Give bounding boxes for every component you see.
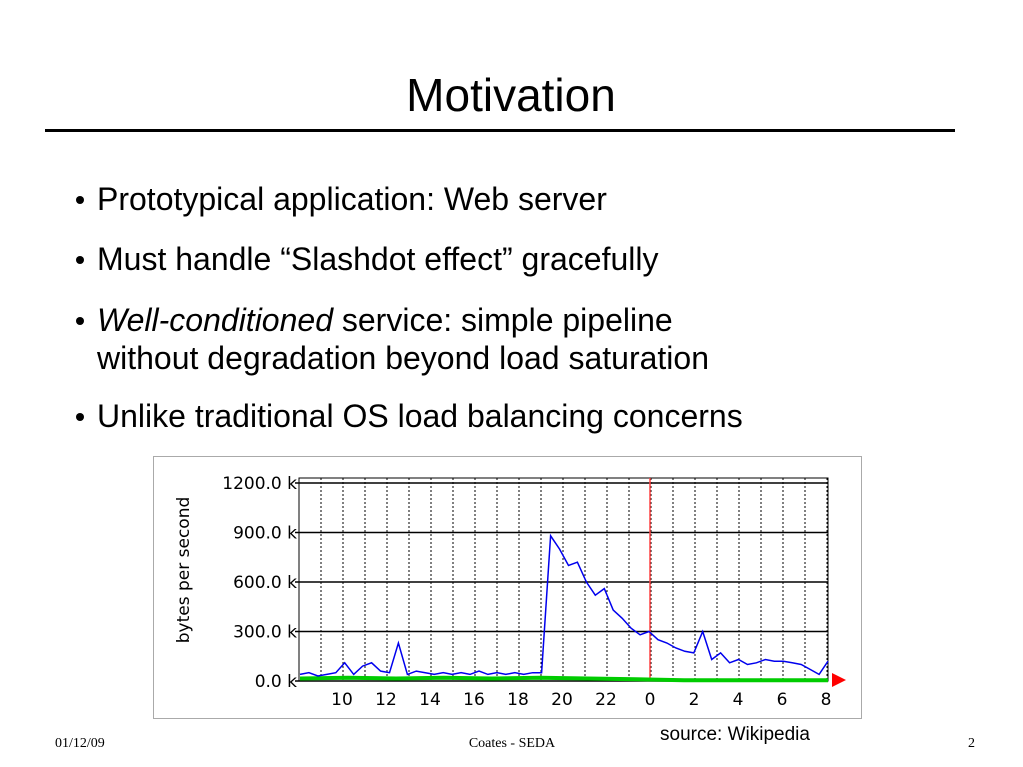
series-line [299,533,829,677]
x-tick-label: 14 [419,690,441,710]
x-tick-label: 22 [595,690,617,710]
source-note: source: Wikipedia [660,724,810,745]
footer-center: Coates - SEDA [469,736,556,751]
emphasis: Well-conditioned [97,302,334,338]
bullet-dot [76,317,84,325]
y-tick-label: 1200.0 k [222,474,297,494]
x-tick-label: 18 [507,690,529,710]
slide-title: Motivation [406,69,616,121]
bullet: Unlike traditional OS load balancing con… [97,398,743,434]
bullets: Prototypical application: Web server Mus… [76,181,743,434]
x-tick-label: 2 [689,690,700,710]
x-tick-label: 4 [733,690,744,710]
y-axis-label: bytes per second [174,497,194,644]
footer-date: 01/12/09 [55,736,105,751]
x-tick-label: 12 [375,690,397,710]
bullet-dot [76,413,84,421]
y-tick-label: 300.0 k [233,622,297,642]
bullet-dot [76,256,84,264]
x-tick-label: 0 [645,690,656,710]
x-tick-label: 20 [551,690,573,710]
bullet: Prototypical application: Web server [97,181,607,217]
axis-arrow [832,673,846,687]
x-tick-label: 10 [331,690,353,710]
chart: bytes per second 0.0 k 300.0 k 600.0 k 900.… [153,456,862,719]
x-tick-label: 16 [463,690,485,710]
title-rule [45,129,955,132]
bullet-text: service: simple pipeline [333,302,673,338]
x-tick-label: 6 [777,690,788,710]
bullet: Well-conditioned service: simple pipelin… [97,302,673,338]
series-line [299,675,828,683]
x-tick-label: 8 [821,690,832,710]
bullet-continuation: without degradation beyond load saturati… [96,340,709,376]
bullet-dot [76,196,84,204]
y-tick-label: 900.0 k [233,523,297,543]
y-tick-label: 600.0 k [233,573,297,593]
footer-page: 2 [968,736,975,751]
bullet: Must handle “Slashdot effect” gracefully [97,241,658,277]
y-tick-label: 0.0 k [255,672,297,692]
